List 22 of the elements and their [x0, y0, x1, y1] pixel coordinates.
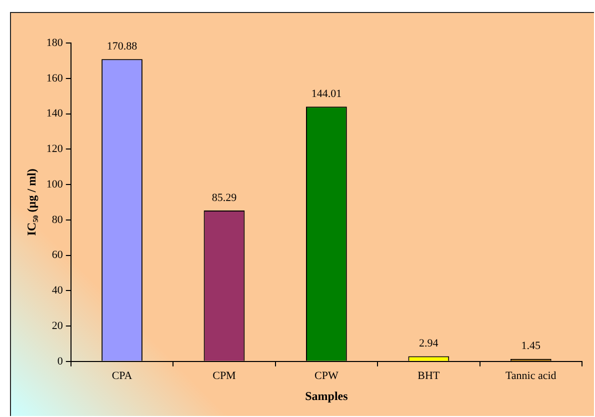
y-tick-label: 180: [46, 36, 64, 49]
y-tick-label: 120: [46, 143, 64, 156]
y-tick-label: 40: [52, 284, 64, 297]
data-label: 144.01: [311, 88, 342, 100]
data-label: 85.29: [212, 192, 238, 204]
x-tick-label: CPA: [112, 370, 132, 382]
y-tick-label: 100: [46, 178, 64, 190]
y-tick-label: 140: [46, 108, 64, 120]
data-label: 170.88: [106, 40, 138, 53]
y-tick-label: 20: [52, 320, 64, 332]
x-tick-label: CPM: [212, 370, 236, 382]
y-axis-title: IC₅₀ (µg / ml): [24, 168, 38, 236]
data-label: 1.45: [521, 340, 542, 352]
x-tick-label: BHT: [418, 370, 440, 382]
y-tick-label: 0: [57, 355, 64, 368]
x-axis-title: Samples: [305, 388, 348, 403]
data-label: 2.94: [419, 338, 439, 350]
y-tick-label: 160: [46, 72, 64, 84]
x-tick-label: Tannic acid: [505, 370, 557, 382]
y-tick-label: 60: [52, 249, 64, 262]
y-tick-label: 80: [52, 214, 64, 226]
x-tick-label: CPW: [314, 370, 339, 382]
